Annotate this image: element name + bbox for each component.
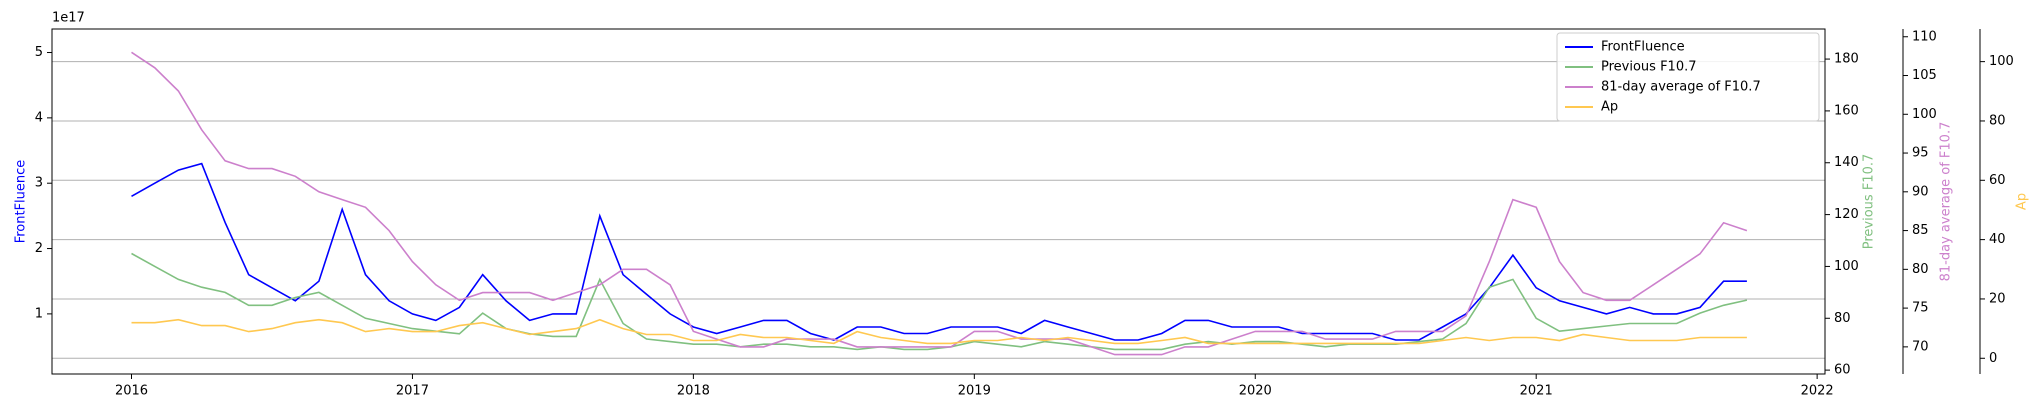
x-tick-label: 2021 bbox=[1520, 384, 1553, 399]
y-tick-label: 0 bbox=[1989, 351, 1997, 366]
y-tick-label: 70 bbox=[1912, 339, 1929, 354]
y-tick-label: 20 bbox=[1989, 291, 2006, 306]
y-tick-label: 3 bbox=[35, 176, 43, 191]
x-tick-label: 2020 bbox=[1239, 384, 1272, 399]
y-tick-label: 100 bbox=[1834, 259, 1859, 274]
legend: FrontFluence Previous F10.7 81-day average… bbox=[1556, 32, 1820, 122]
series-line bbox=[131, 318, 1747, 345]
y-tick-label: 1 bbox=[35, 306, 43, 321]
x-tick-label: 2017 bbox=[396, 384, 429, 399]
y-tick-label: 40 bbox=[1989, 232, 2006, 247]
y-tick-label: 4 bbox=[35, 110, 43, 125]
x-tick-label: 2016 bbox=[115, 384, 148, 399]
y-tick-label: 95 bbox=[1912, 146, 1929, 161]
legend-label: Previous F10.7 bbox=[1601, 60, 1697, 75]
axis-label: Previous F10.7 bbox=[1862, 154, 1877, 250]
y-tick-label: 105 bbox=[1912, 68, 1937, 83]
axis-label: FrontFluence bbox=[14, 160, 29, 244]
y-tick-label: 160 bbox=[1834, 103, 1859, 118]
legend-label: 81-day average of F10.7 bbox=[1601, 80, 1761, 95]
axis-label: Ap bbox=[2015, 193, 2030, 210]
plot-frame bbox=[51, 28, 1826, 375]
axis-label: 81-day average of F10.7 bbox=[1939, 122, 1954, 282]
series-line bbox=[131, 51, 1748, 356]
x-tick-label: 2018 bbox=[677, 384, 710, 399]
series-line bbox=[131, 252, 1748, 351]
y-tick-label: 85 bbox=[1912, 223, 1929, 238]
y-tick-label: 75 bbox=[1912, 301, 1929, 316]
legend-box bbox=[1556, 32, 1820, 122]
y-tick-label: 100 bbox=[1989, 54, 2014, 69]
y-tick-label: 60 bbox=[1989, 173, 2006, 188]
y-tick-label: 80 bbox=[1912, 262, 1929, 277]
y-tick-label: 110 bbox=[1912, 29, 1937, 44]
y-tick-label: 140 bbox=[1834, 155, 1859, 170]
y-tick-label: 80 bbox=[1834, 311, 1851, 326]
y-tick-label: 5 bbox=[35, 45, 43, 60]
y-tick-label: 120 bbox=[1834, 207, 1859, 222]
x-tick-label: 2019 bbox=[958, 384, 991, 399]
y-tick-label: 60 bbox=[1834, 363, 1851, 378]
y-tick-label: 2 bbox=[35, 241, 43, 256]
y-tick-label: 80 bbox=[1989, 113, 2006, 128]
legend-label: FrontFluence bbox=[1601, 40, 1685, 55]
y-offset-label: 1e17 bbox=[52, 11, 85, 26]
y-tick-label: 90 bbox=[1912, 184, 1929, 199]
x-tick-label: 2022 bbox=[1801, 384, 1834, 399]
y-tick-label: 100 bbox=[1912, 107, 1937, 122]
y-tick-label: 180 bbox=[1834, 52, 1859, 67]
legend-label: Ap bbox=[1601, 100, 1618, 115]
series-line bbox=[131, 162, 1747, 341]
